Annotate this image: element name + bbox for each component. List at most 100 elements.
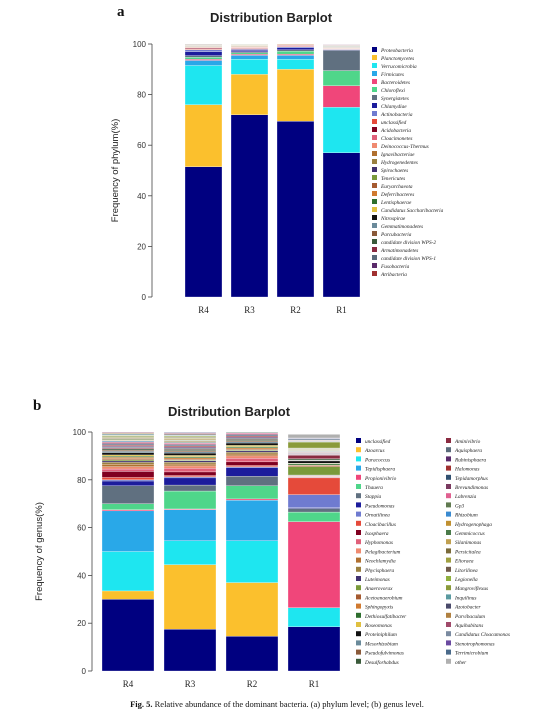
legend-swatch-acidobacteria	[372, 127, 377, 132]
legend-swatch-hyphomonas	[356, 539, 361, 545]
legend-swatch-hydrogenophaga	[446, 520, 451, 526]
y-tick-label: 40	[77, 571, 86, 580]
legend-label-inquilinus: Inquilinus	[454, 595, 476, 601]
legend-swatch-thauera	[356, 484, 361, 489]
legend-label-legionella: Legionella	[454, 577, 478, 583]
legend-swatch-cloacibacillus	[356, 520, 361, 526]
bar-segment-r4-chloroflexi	[184, 57, 223, 60]
legend-swatch-tenericutes	[372, 175, 377, 180]
bar-segment-r1-unclassified	[287, 626, 341, 672]
legend-label-synergistetes: Synergistetes	[381, 96, 409, 102]
legend-label-candidatus-saccharibacteria: Candidatus Saccharibacteria	[381, 208, 444, 214]
legend-swatch-silanimonas	[446, 539, 451, 545]
legend-label-aquihabitans: Aquihabitans	[454, 623, 483, 629]
bar-segment-r3-planctomycetes	[230, 74, 269, 115]
legend-swatch-chloroflexi	[372, 87, 377, 92]
legend-swatch-spirochaetes	[372, 167, 377, 172]
bar-segment-r1-proteobacteria	[322, 152, 361, 298]
bar-segment-r4-pelagibacterium	[101, 466, 155, 470]
legend-label-mesorhizobium: Mesorhizobium	[364, 641, 398, 647]
bar-segment-r2-ignavibacteriae	[276, 43, 315, 45]
legend-label-hydrogenedentes: Hydrogenedentes	[380, 160, 418, 166]
legend-label-euryarchaeota: Euryarchaeota	[380, 184, 413, 190]
legend-label-roseomonas: Roseomonas	[364, 623, 392, 629]
legend-swatch-rubinisphaera	[446, 456, 451, 462]
legend-swatch-euryarchaeota	[372, 183, 377, 188]
bar-segment-r2-pseudofulvimonas	[225, 440, 279, 442]
legend-swatch-gemmicoccus	[446, 530, 451, 535]
bar-segment-r3-paracoccus	[163, 540, 217, 565]
legend-swatch-proteiniphilum	[356, 631, 361, 637]
chart-title-b: Distribution Barplot	[168, 404, 291, 419]
legend-label-proteiniphilum: Proteiniphilum	[364, 632, 397, 638]
legend-label-spirochaetes: Spirochaetes	[381, 168, 408, 174]
legend-label-nitrospirae: Nitrospirae	[380, 216, 406, 222]
bar-segment-r2-proteiniphilum	[225, 442, 279, 446]
legend-label-gemmatimonadetes: Gemmatimonadetes	[381, 224, 423, 230]
legend-swatch-pseudomonas	[356, 502, 361, 508]
bar-segment-r4-synergistetes	[184, 55, 223, 58]
legend-swatch-candidate-division-wps-2	[372, 239, 377, 244]
legend-label-hydrogenophaga: Hydrogenophaga	[454, 522, 492, 528]
legend-swatch-paracoccus	[356, 456, 361, 462]
bar-segment-r2-roseomonas	[225, 445, 279, 447]
bar-segment-r3-sphingopyxis	[163, 457, 217, 460]
legend-swatch-other	[446, 658, 451, 664]
legend-label-candidate-division-wps-1: candidate division WPS-1	[381, 256, 436, 262]
bar-segment-r2-firmicutes	[276, 55, 315, 60]
bar-segment-r1-mangroviflexus	[287, 441, 341, 449]
legend-label-propionivibrio: Propionivibrio	[364, 476, 397, 482]
legend-swatch-litorilinea	[446, 566, 451, 572]
legend-swatch-labrenzia	[446, 493, 451, 499]
legend-swatch-unclassified	[372, 119, 377, 124]
bar-segment-r3-pseudofulvimonas	[163, 450, 217, 452]
legend-swatch-tepidisphaera	[356, 465, 361, 471]
bar-segment-r4-stappia	[101, 485, 155, 504]
legend-swatch-sphingopyxis	[356, 603, 361, 609]
bar-segment-r2-synergistetes	[276, 49, 315, 52]
legend-label-thauera: Thauera	[365, 485, 383, 491]
legend-label-brevundimonas: Brevundimonas	[455, 485, 488, 491]
legend-label-actinobacteria: Actinobacteria	[380, 112, 413, 118]
bar-segment-r2-stappia	[225, 476, 279, 486]
bar-segment-r1-stappia	[287, 508, 341, 513]
bar-segment-r2-dethiosulfatibacter	[225, 446, 279, 448]
bar-segment-r3-phycisphaera	[163, 461, 217, 465]
legend-swatch-firmicutes	[372, 71, 377, 76]
legend-swatch-mesorhizobium	[356, 640, 361, 646]
bar-segment-r4-desulforhabdus	[101, 448, 155, 451]
legend-label-candidate-division-wps-2: candidate division WPS-2	[381, 240, 436, 246]
legend-swatch-stenotrophomonas	[446, 640, 451, 646]
legend-swatch-synergistetes	[372, 95, 377, 100]
legend-label-gemmicoccus: Gemmicoccus	[455, 531, 485, 537]
panel-label-b: b	[33, 398, 42, 414]
bar-segment-r1-acetoanaerobium	[287, 465, 341, 467]
legend-label-lentisphaerae: Lentisphaerae	[380, 200, 412, 206]
bar-segment-r3-luteimonas	[163, 460, 217, 463]
legend-swatch-verrucomicrobia	[372, 63, 377, 68]
bar-segment-r4-proteiniphilum	[101, 452, 155, 456]
legend-label-tepidamorphus: Tepidamorphus	[455, 476, 488, 482]
bar-segment-r4-isosphaera	[101, 471, 155, 478]
legend-label-rhizobium: Rhizobium	[454, 513, 478, 519]
legend-label-isosphaera: Isosphaera	[364, 531, 389, 537]
bar-segment-r4-luteimonas	[101, 460, 155, 463]
bar-segment-r2-pseudomonas	[225, 467, 279, 477]
bar-segment-r2-neochlamydia	[225, 453, 279, 457]
bar-segment-r4-chlamydiae	[184, 51, 223, 56]
legend-label-hyphomonas: Hyphomonas	[364, 540, 393, 546]
legend: unclassified Azoarcus Paracoccus Tepidispha…	[356, 438, 510, 666]
bar-segment-r4-pseudomonas	[101, 480, 155, 486]
bar-segment-r2-actinobacteria	[276, 46, 315, 48]
bar-segment-r4-paracoccus	[101, 551, 155, 592]
bar-segment-r1-chloroflexi	[322, 70, 361, 86]
bar-segment-r2-bacteroidetes	[276, 53, 315, 56]
bar-segment-r2-unclassified	[225, 636, 279, 672]
bar-segment-r2-hyphomonas	[225, 458, 279, 463]
legend-swatch-deferribacteres	[372, 191, 377, 196]
legend-swatch-hydrogenedentes	[372, 159, 377, 164]
bar-segment-r1-candidatus-cloacamonas	[287, 438, 341, 441]
y-tick-label: 20	[77, 619, 86, 628]
legend-label-halomonas: Halomonas	[454, 467, 479, 473]
legend-label-cloacibacillus: Cloacibacillus	[365, 522, 396, 528]
